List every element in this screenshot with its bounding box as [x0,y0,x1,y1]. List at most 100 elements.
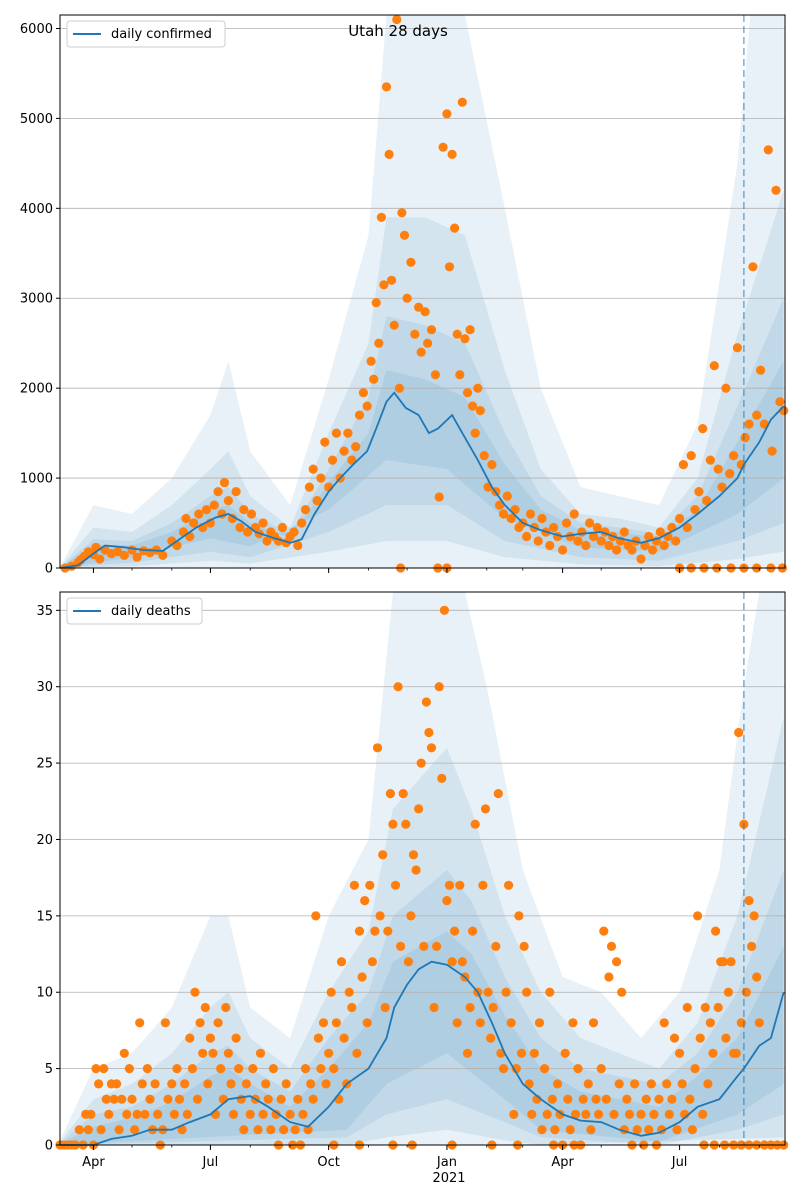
observed-point [452,1018,462,1028]
observed-point [439,605,449,615]
observed-point [748,262,758,272]
confirmed-line [59,391,785,569]
observed-point [221,1002,231,1013]
uncertainty-band-1 [60,190,784,569]
observed-point [300,1064,311,1074]
observed-point [452,329,462,339]
observed-point [281,1079,291,1089]
observed-point [86,1109,96,1119]
observed-point [588,1018,599,1028]
observed-point [189,518,199,528]
observed-point [383,926,393,936]
observed-point [487,460,497,470]
observed-point [293,1094,303,1104]
observed-point [478,880,488,890]
observed-point [279,1125,289,1135]
y-tick-label: 6000 [20,22,53,37]
observed-point [398,789,408,799]
observed-point [450,926,460,936]
observed-point [91,1064,101,1074]
observed-point [365,880,375,890]
observed-point [430,370,440,380]
observed-point [112,1079,122,1089]
observed-point [740,433,750,443]
observed-point [588,531,599,542]
observed-point [255,1048,266,1058]
observed-point [160,1018,170,1028]
observed-point [693,911,703,921]
observed-point [516,1048,527,1058]
observed-point [198,1048,208,1058]
observed-point [726,957,736,967]
observed-point [752,410,762,420]
observed-point [569,509,579,519]
observed-point [609,1109,619,1119]
observed-point [604,972,614,982]
observed-point [399,230,410,240]
observed-point [732,343,743,353]
observed-point [163,1094,173,1104]
confirmed-axes-frame [59,14,786,569]
uncertainty-band-3 [60,931,784,1145]
observed-point [495,500,505,510]
observed-point [276,1094,286,1104]
observed-point [396,941,406,952]
observed-point [644,531,654,542]
observed-point [578,1094,588,1104]
observed-point [308,1094,318,1104]
observed-point [568,1018,578,1028]
deaths-legend: daily deaths [66,597,203,625]
observed-point [258,1109,268,1119]
observed-point [289,527,299,537]
y-tick-label: 2000 [20,382,53,397]
observed-point [522,531,532,542]
observed-point [591,1094,601,1104]
observed-point [209,500,219,510]
observed-point [374,338,384,348]
observed-point [549,522,559,533]
observed-point [756,365,766,375]
confirmed-x-axis [92,568,760,573]
observed-point [366,356,376,366]
observed-point [729,451,739,461]
observed-point [570,1109,581,1119]
observed-point [321,1079,331,1089]
observed-point [381,82,392,92]
observed-point [228,1109,239,1119]
observed-point [632,1125,642,1135]
observed-point [444,880,455,890]
observed-point [522,987,532,997]
observed-point [662,1079,672,1089]
observed-point [552,1079,563,1089]
observed-point [219,478,230,488]
observed-point [127,1094,137,1104]
observed-point [563,1094,573,1104]
uncertainty-band-3 [60,361,784,568]
observed-point [352,1048,362,1058]
observed-point [596,1064,606,1074]
year-label: 2021 [432,1171,465,1186]
observed-point [649,1109,659,1119]
observed-point [243,527,253,537]
observed-point [648,545,658,555]
observed-point [763,145,773,155]
observed-point [403,957,413,967]
observed-point [153,1109,163,1119]
observed-point [339,1033,349,1043]
observed-point [682,522,692,533]
observed-point [74,1125,84,1135]
x-tick-label: Jul [671,1155,688,1170]
observed-point [190,987,200,997]
observed-point [223,1048,233,1058]
y-tick-label: 15 [36,909,53,924]
observed-point [744,896,754,906]
observed-point [329,1064,339,1074]
observed-point [376,212,386,222]
observed-point [480,804,491,814]
observed-point [723,987,734,997]
observed-point [573,536,583,546]
observed-point [119,1048,129,1058]
observed-point [624,1109,635,1119]
observed-point [718,957,728,967]
observed-point [344,987,354,997]
